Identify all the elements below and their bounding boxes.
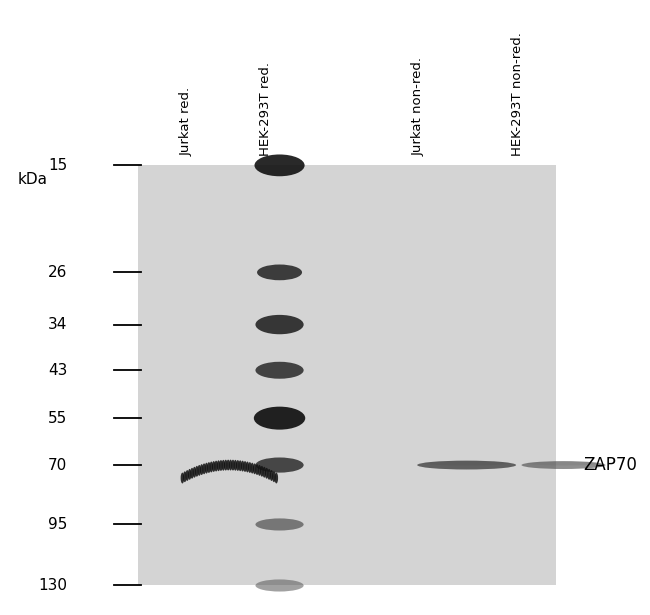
Text: Jurkat non-red.: Jurkat non-red.: [412, 57, 425, 156]
Ellipse shape: [185, 470, 189, 481]
Ellipse shape: [212, 461, 216, 472]
Ellipse shape: [255, 579, 304, 592]
Ellipse shape: [224, 460, 227, 470]
Ellipse shape: [222, 460, 225, 470]
Ellipse shape: [214, 461, 218, 472]
Ellipse shape: [207, 462, 211, 473]
Ellipse shape: [424, 461, 509, 466]
Ellipse shape: [200, 464, 203, 475]
Ellipse shape: [255, 518, 304, 531]
Ellipse shape: [243, 461, 247, 472]
Ellipse shape: [236, 460, 240, 471]
Text: 55: 55: [48, 411, 67, 426]
Ellipse shape: [190, 468, 194, 478]
Text: ZAP70: ZAP70: [583, 456, 637, 474]
Ellipse shape: [246, 462, 249, 472]
Ellipse shape: [188, 469, 191, 480]
Ellipse shape: [255, 154, 305, 177]
Ellipse shape: [205, 462, 208, 474]
Ellipse shape: [521, 461, 606, 469]
Ellipse shape: [417, 461, 516, 469]
Text: HEK-293T red.: HEK-293T red.: [259, 62, 272, 156]
Ellipse shape: [254, 407, 306, 430]
Ellipse shape: [239, 461, 242, 471]
Ellipse shape: [528, 461, 599, 466]
Ellipse shape: [257, 465, 261, 476]
Text: 130: 130: [38, 578, 67, 593]
Ellipse shape: [192, 467, 196, 478]
Ellipse shape: [250, 462, 254, 474]
Ellipse shape: [255, 458, 304, 472]
Bar: [138, 165, 556, 585]
Text: 70: 70: [48, 458, 67, 472]
Ellipse shape: [274, 473, 278, 483]
Text: HEK-293T non-red.: HEK-293T non-red.: [511, 31, 524, 156]
Ellipse shape: [270, 470, 273, 481]
Ellipse shape: [253, 464, 256, 474]
Text: 26: 26: [48, 265, 67, 280]
Ellipse shape: [260, 466, 264, 477]
Ellipse shape: [267, 469, 271, 480]
Ellipse shape: [181, 473, 184, 483]
Ellipse shape: [219, 460, 223, 471]
Text: 15: 15: [48, 158, 67, 173]
Ellipse shape: [248, 462, 252, 473]
Ellipse shape: [226, 459, 230, 470]
Ellipse shape: [255, 315, 304, 334]
Ellipse shape: [241, 461, 244, 472]
Ellipse shape: [265, 468, 268, 478]
Text: kDa: kDa: [18, 172, 48, 186]
Ellipse shape: [272, 471, 276, 482]
Ellipse shape: [195, 466, 199, 477]
Text: Jurkat red.: Jurkat red.: [180, 86, 193, 156]
Ellipse shape: [209, 462, 213, 472]
Ellipse shape: [183, 471, 187, 482]
Ellipse shape: [202, 464, 206, 474]
Text: 34: 34: [48, 317, 67, 332]
Text: 95: 95: [48, 517, 67, 532]
Ellipse shape: [233, 460, 237, 470]
Text: 43: 43: [48, 363, 67, 378]
Ellipse shape: [263, 467, 266, 478]
Ellipse shape: [255, 362, 304, 379]
Ellipse shape: [231, 460, 235, 470]
Ellipse shape: [216, 461, 220, 471]
Ellipse shape: [229, 459, 232, 470]
Ellipse shape: [257, 264, 302, 280]
Ellipse shape: [255, 464, 259, 475]
Ellipse shape: [198, 465, 201, 476]
